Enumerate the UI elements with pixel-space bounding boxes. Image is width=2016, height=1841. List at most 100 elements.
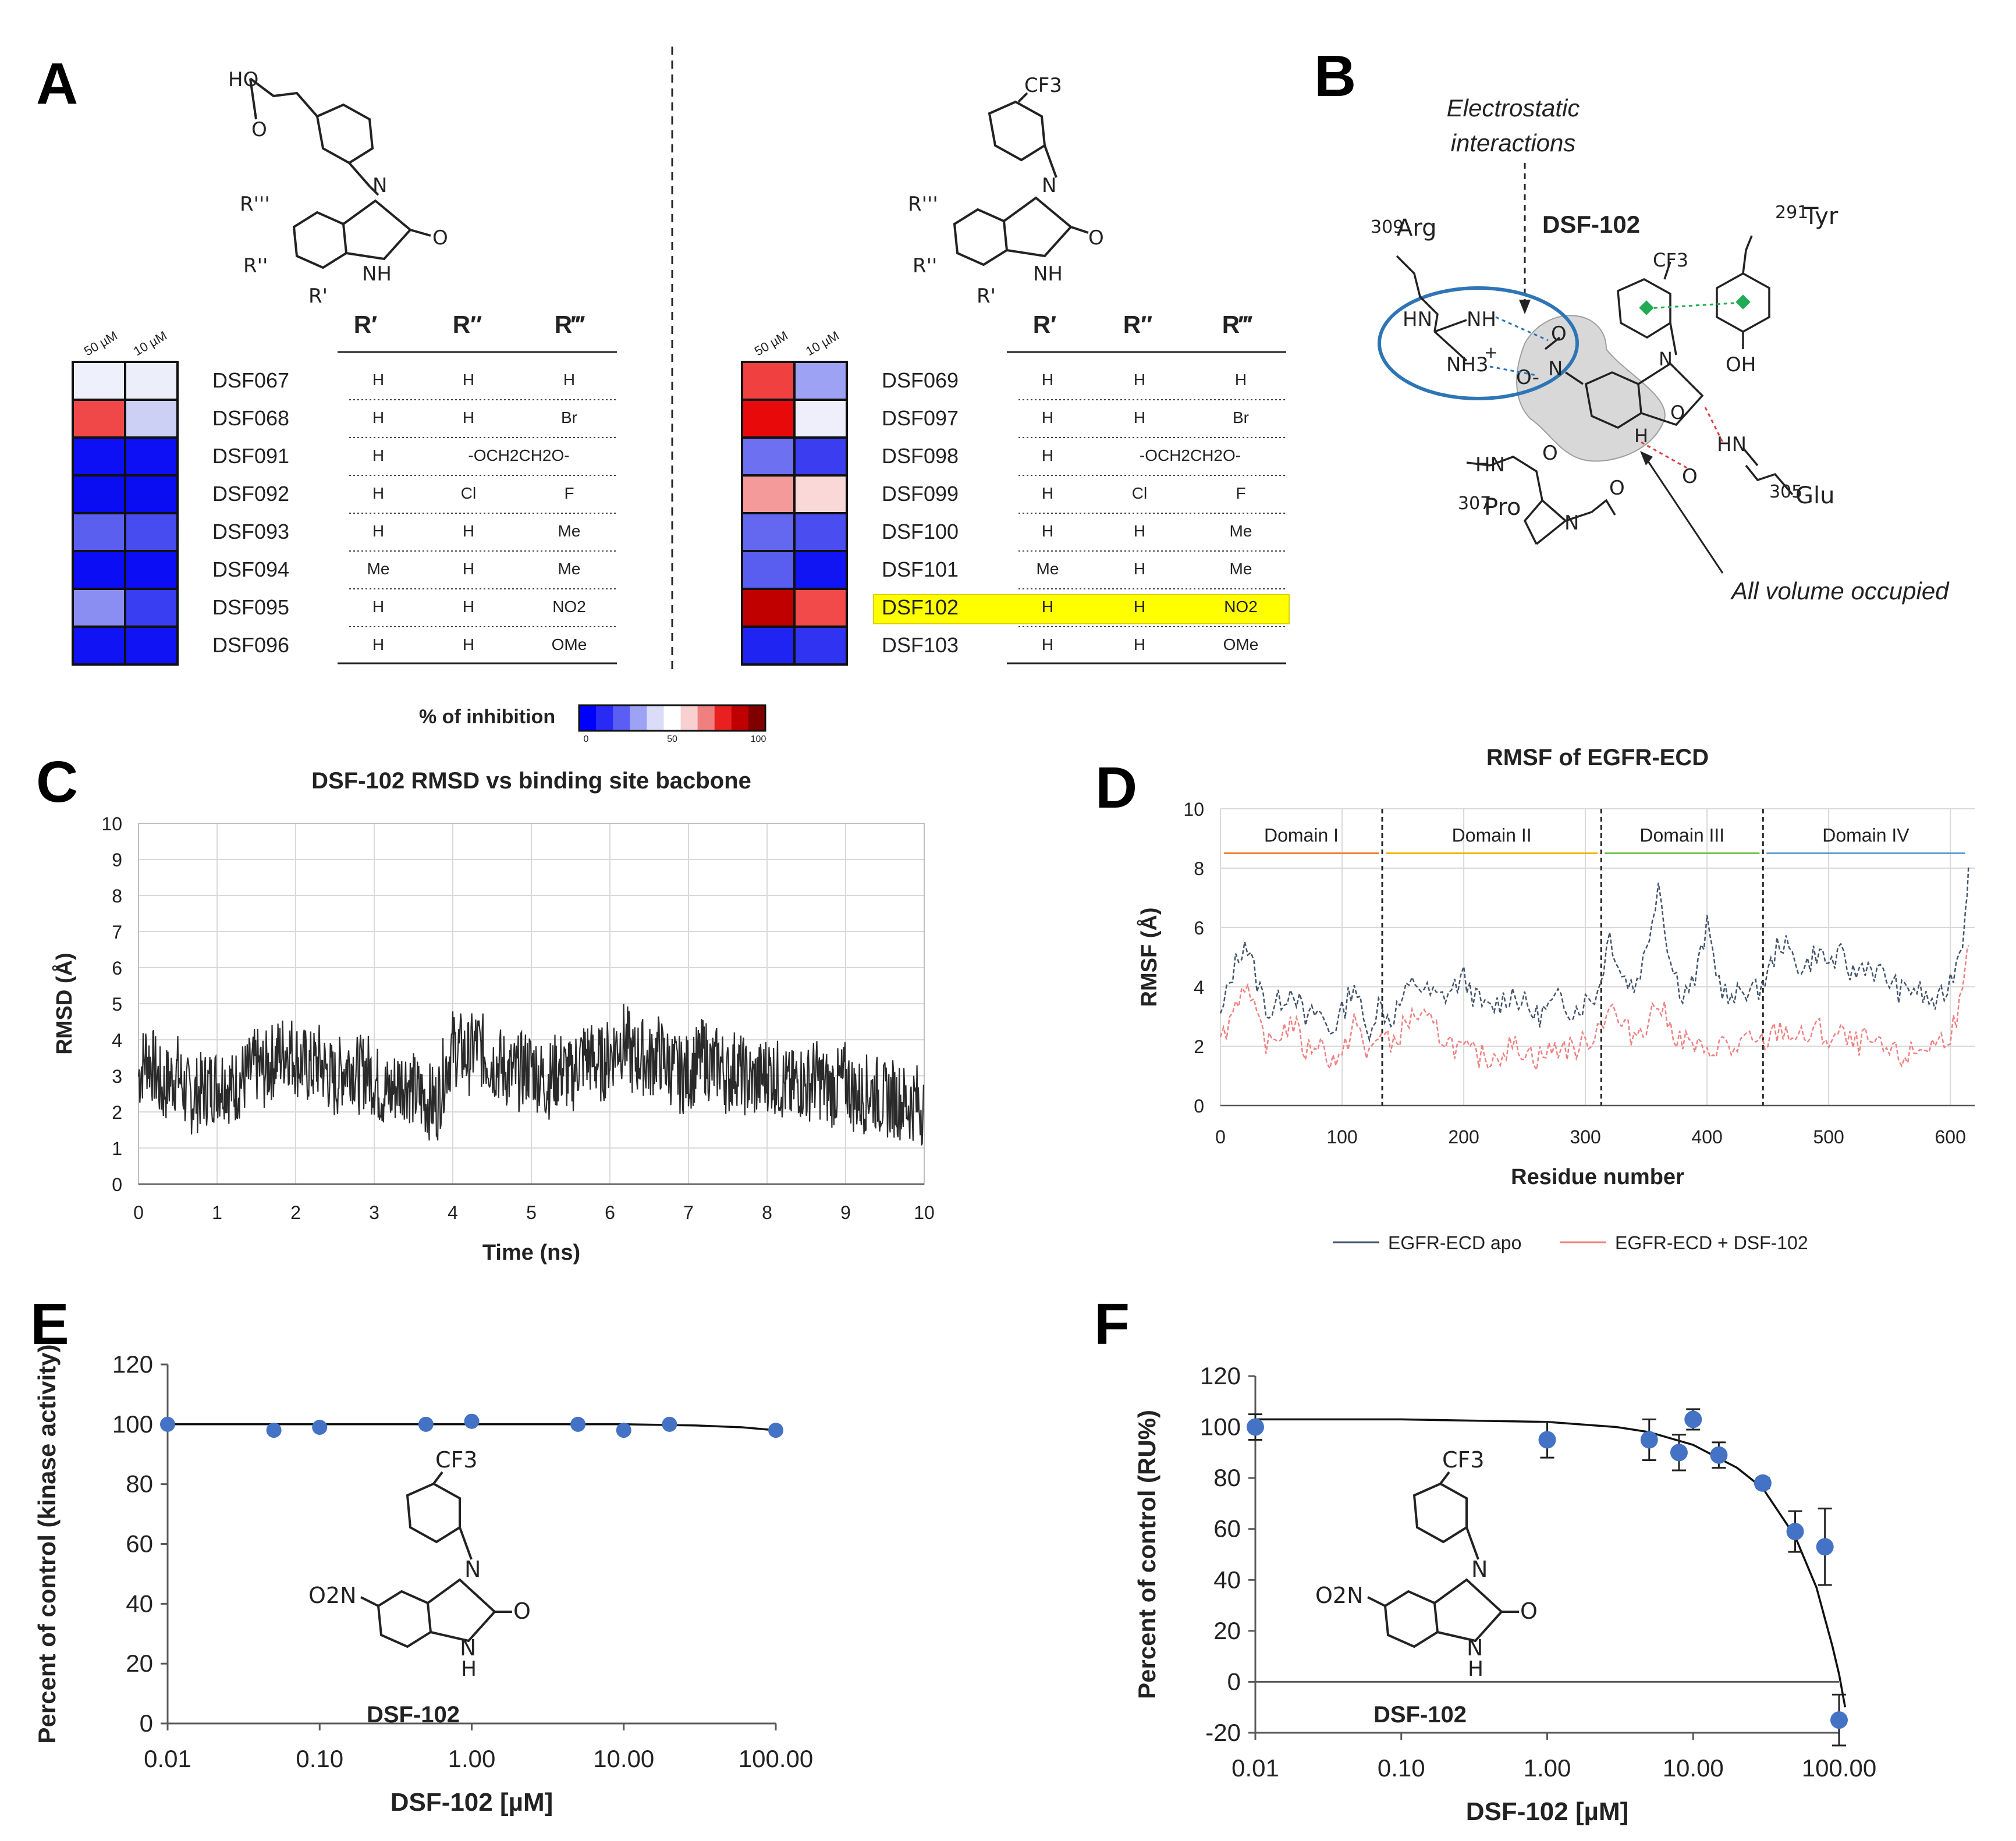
x-tick-label: 400	[1691, 1126, 1722, 1147]
data-point	[1684, 1410, 1702, 1428]
dsf102-title: DSF-102	[1542, 211, 1640, 238]
left-acid-o-label: O	[251, 118, 267, 141]
r3-value: H	[563, 371, 575, 389]
pro-hn-label: HN	[1475, 453, 1505, 477]
r2-value: H	[463, 635, 474, 653]
right-imine-n-label: N	[1042, 174, 1056, 197]
panel-label-e: E	[30, 1292, 69, 1357]
r2-value: H	[463, 408, 474, 427]
y-tick-label: 7	[112, 922, 122, 943]
heat-cell-10-dsf099	[793, 474, 848, 514]
y-tick-label: 100	[1200, 1413, 1241, 1441]
r1-value: H	[1042, 598, 1053, 616]
y-tick-label: 3	[112, 1066, 122, 1087]
left-r2-header: R″	[453, 311, 482, 338]
heat-cell-50-dsf101	[741, 550, 796, 590]
highlight-row-dsf102	[873, 594, 1290, 624]
r1-value: H	[372, 598, 384, 616]
heat-cell-10-dsf068	[124, 399, 179, 439]
y-axis-label: RMSD (Å)	[51, 953, 77, 1054]
data-point	[1816, 1538, 1834, 1556]
heat-cell-50-dsf096	[72, 625, 126, 666]
left-col-header-10: 10 µM	[131, 328, 169, 358]
colorbar-tick: 50	[667, 734, 677, 744]
pro-o-label: O	[1542, 442, 1558, 465]
domain-label: Domain I	[1264, 825, 1339, 846]
x-tick-label: 5	[526, 1202, 537, 1223]
heat-cell-50-dsf094	[72, 550, 126, 590]
r2-value: H	[1134, 598, 1145, 616]
cf3-label: CF3	[435, 1447, 478, 1473]
right-r2-header: R″	[1123, 311, 1152, 338]
x-tick-label: 0.01	[144, 1745, 191, 1772]
glu-number: 305	[1769, 482, 1802, 502]
amide-n-label: N	[460, 1635, 476, 1661]
nitro-label: O2N	[1315, 1583, 1364, 1608]
heat-cell-10-dsf103	[793, 625, 848, 666]
data-point	[1538, 1431, 1556, 1449]
compound-name: DSF095	[212, 595, 289, 619]
arg-number: 309	[1371, 217, 1404, 237]
benzo-ring	[377, 1590, 432, 1648]
x-tick-label: 100.00	[1802, 1754, 1876, 1782]
y-tick-label: 10	[1183, 799, 1204, 820]
y-tick-label: 4	[112, 1030, 122, 1051]
heat-cell-10-dsf097	[793, 399, 848, 439]
right-col-header-10: 10 µM	[803, 328, 842, 358]
colorbar-swatch	[697, 705, 715, 731]
colorbar-swatch	[714, 705, 732, 731]
x-tick-label: 600	[1935, 1126, 1965, 1147]
heat-cell-10-dsf096	[124, 625, 179, 666]
domain-label: Domain III	[1639, 825, 1724, 846]
compound-name-label: DSF-102	[1373, 1702, 1467, 1728]
compound-name-label: DSF-102	[367, 1702, 460, 1728]
left-col-header-50: 50 µM	[81, 328, 120, 358]
r3-value: F	[564, 484, 574, 502]
colorbar-swatch	[613, 705, 630, 731]
nitro-o-label: O	[1551, 322, 1567, 346]
data-point	[1247, 1418, 1264, 1436]
y-tick-label: 6	[112, 958, 122, 979]
benzo-ring	[1383, 1590, 1439, 1648]
y-tick-label: 2	[1194, 1036, 1204, 1057]
left-acid-label: HO	[228, 68, 258, 91]
r1-value: H	[1042, 446, 1053, 464]
r1-value: Me	[1037, 560, 1059, 578]
r1-value: H	[372, 522, 384, 540]
x-tick-label: 500	[1813, 1126, 1844, 1147]
cf3-bond	[1439, 1471, 1450, 1485]
r1-value: H	[372, 484, 384, 502]
y-tick-label: -20	[1205, 1719, 1241, 1746]
compound-name: DSF069	[882, 368, 959, 392]
left-heatmap	[72, 361, 179, 666]
carbonyl-o-label: O	[1520, 1598, 1538, 1624]
b-nh-label: H	[1634, 425, 1648, 447]
data-point	[1640, 1431, 1658, 1449]
x-tick-label: 0.10	[1378, 1754, 1425, 1782]
data-point	[418, 1416, 434, 1432]
x-tick-label: 10	[914, 1202, 935, 1223]
heat-cell-50-dsf099	[741, 474, 796, 514]
x-tick-label: 9	[840, 1202, 851, 1223]
imine-bond	[1465, 1527, 1479, 1560]
x-tick-label: 0.10	[296, 1745, 343, 1772]
r3-value: Me	[558, 522, 581, 540]
compound-name: DSF068	[212, 406, 289, 430]
data-point	[1830, 1711, 1848, 1729]
nitro-label: O2N	[308, 1583, 357, 1608]
lactam-ring	[1433, 1578, 1503, 1643]
rmsf-series-0	[1219, 865, 1969, 1043]
compound-name: DSF097	[882, 406, 959, 430]
heat-cell-50-dsf097	[741, 399, 796, 439]
heat-cell-10-dsf091	[124, 436, 179, 477]
left-r3-header: R‴	[555, 311, 585, 338]
compound-name: DSF100	[882, 520, 959, 543]
data-point	[160, 1416, 175, 1432]
r2-value: Cl	[461, 484, 476, 502]
heat-cell-50-dsf092	[72, 474, 126, 514]
left-r3-label: R'''	[240, 193, 270, 216]
heat-cell-10-dsf093	[124, 512, 179, 552]
heat-cell-10-dsf092	[124, 474, 179, 514]
tyr-oh-label: OH	[1726, 353, 1756, 376]
amide-n-label: N	[1467, 1635, 1483, 1661]
